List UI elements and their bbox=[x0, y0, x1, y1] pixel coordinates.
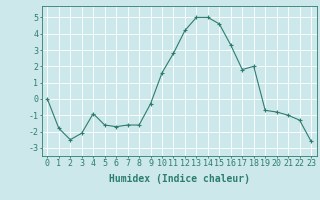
X-axis label: Humidex (Indice chaleur): Humidex (Indice chaleur) bbox=[109, 174, 250, 184]
